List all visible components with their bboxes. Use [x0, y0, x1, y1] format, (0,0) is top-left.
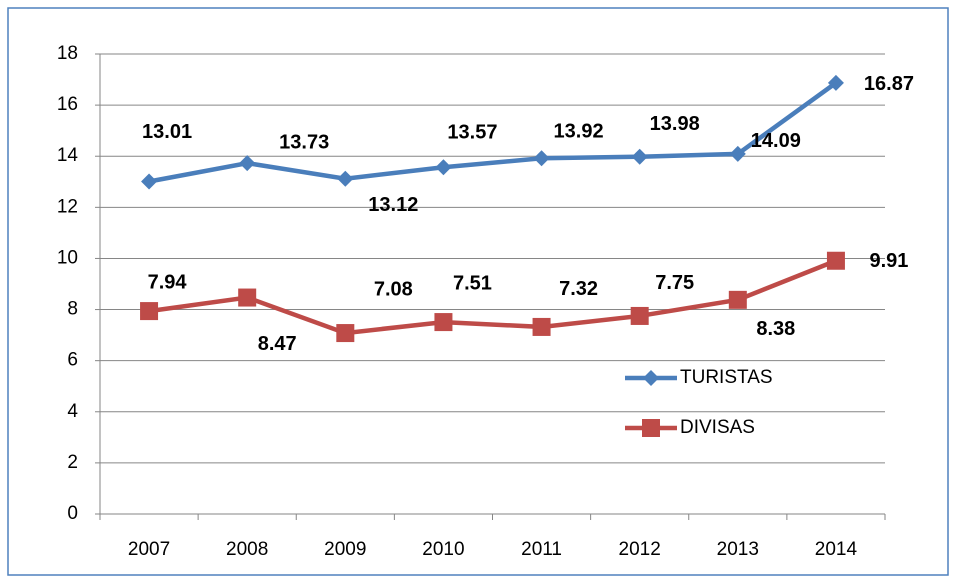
data-point	[532, 317, 551, 336]
data-label: 13.92	[554, 121, 604, 143]
data-point	[336, 324, 355, 343]
data-label: 7.32	[559, 278, 598, 300]
data-label: 7.75	[655, 272, 694, 294]
y-tick-label: 14	[57, 145, 79, 166]
x-tick-label: 2014	[815, 539, 858, 560]
data-point	[141, 173, 158, 190]
data-label: 9.91	[869, 250, 908, 272]
data-point	[728, 290, 747, 309]
y-tick-label: 18	[57, 43, 78, 64]
legend-label: DIVISAS	[680, 417, 755, 438]
data-label: 13.98	[650, 113, 700, 135]
data-label: 7.51	[453, 272, 492, 294]
data-point	[435, 159, 452, 176]
x-tick-label: 2009	[324, 539, 366, 560]
legend-marker	[642, 419, 660, 437]
data-point	[533, 150, 550, 167]
data-label: 16.87	[864, 73, 914, 95]
data-label: 7.08	[374, 278, 413, 300]
data-label: 14.09	[751, 130, 801, 152]
x-tick-label: 2013	[717, 539, 759, 560]
series-line	[148, 258, 837, 336]
data-point	[729, 145, 746, 162]
y-tick-label: 8	[67, 299, 78, 320]
data-point	[827, 74, 844, 91]
y-tick-label: 0	[67, 503, 78, 524]
legend-label: TURISTAS	[680, 367, 773, 388]
data-label: 13.57	[447, 121, 497, 143]
x-tick-label: 2012	[619, 539, 661, 560]
data-point	[434, 313, 453, 332]
y-tick-label: 10	[57, 247, 78, 268]
data-point	[630, 306, 649, 325]
y-tick-label: 2	[67, 452, 78, 473]
y-tick-label: 6	[67, 350, 78, 371]
data-point	[826, 251, 845, 270]
data-label: 8.38	[756, 318, 795, 340]
data-point	[140, 302, 159, 321]
x-tick-label: 2007	[128, 539, 170, 560]
data-label: 13.73	[279, 131, 329, 153]
legend-marker	[643, 370, 659, 386]
data-point	[239, 155, 256, 172]
x-tick-label: 2008	[226, 539, 268, 560]
x-tick-label: 2011	[521, 539, 562, 560]
y-tick-label: 4	[67, 401, 78, 422]
data-label: 8.47	[258, 333, 297, 355]
data-point	[631, 148, 648, 165]
data-point	[337, 170, 354, 187]
chart-border	[7, 7, 949, 576]
data-point	[238, 288, 257, 307]
y-tick-label: 12	[57, 196, 78, 217]
x-tick-label: 2010	[422, 539, 464, 560]
data-label: 13.12	[368, 194, 418, 216]
series-line	[148, 81, 838, 184]
data-label: 13.01	[142, 121, 192, 143]
data-label: 7.94	[148, 271, 188, 293]
y-tick-label: 16	[57, 94, 78, 115]
